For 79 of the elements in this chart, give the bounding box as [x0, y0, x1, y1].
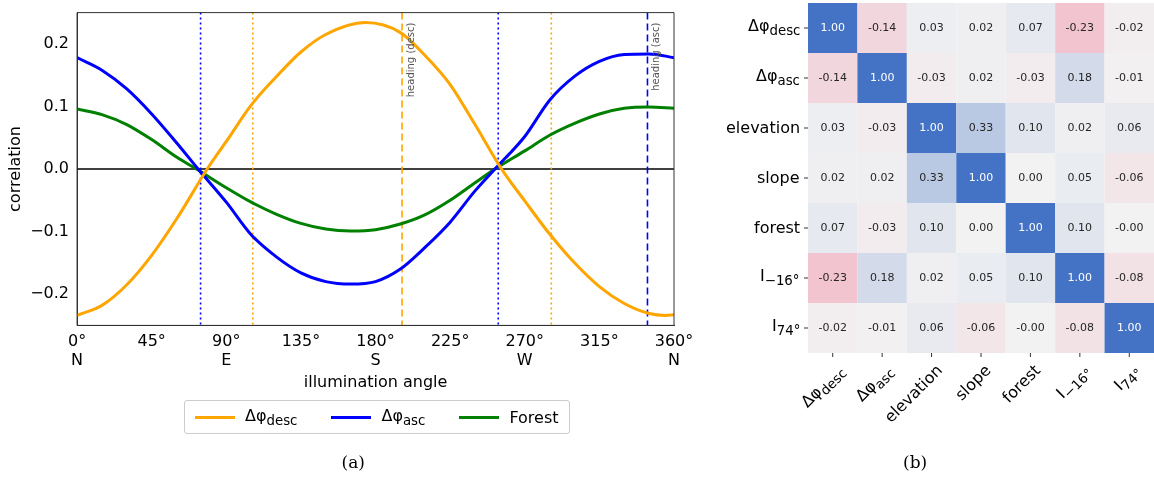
data-label: -0.23: [818, 270, 847, 284]
y-axis-title: correlation: [4, 126, 24, 212]
data-label: -0.01: [867, 320, 897, 334]
y-tick-label: Δφ$_{desc}$: [748, 16, 801, 39]
data-label: -0.03: [867, 220, 897, 234]
data-label: 0.18: [869, 270, 895, 284]
data-label: -0.03: [1016, 70, 1045, 84]
data-label: -0.00: [1115, 220, 1144, 234]
data-label: -0.23: [1065, 20, 1095, 34]
data-label: 0.06: [919, 320, 944, 334]
line-series: [77, 105, 674, 233]
x-tick-label: 180° S: [356, 331, 395, 370]
data-label: 0.00: [1018, 170, 1043, 184]
data-label: 0.02: [968, 20, 994, 34]
ref-line-label: heading (desc): [404, 22, 416, 98]
y-tick-label: forest: [754, 218, 801, 237]
data-label: 1.00: [869, 70, 895, 84]
y-tick-label: 0.2: [43, 33, 70, 53]
y-tick-label: slope: [757, 168, 800, 187]
x-tick-label: 0° N: [67, 331, 87, 370]
data-label: 1.00: [1117, 320, 1142, 334]
data-label: 0.02: [1067, 120, 1093, 134]
data-label: -0.00: [1016, 320, 1045, 334]
data-label: 0.05: [1067, 170, 1093, 184]
y-tick-label: −0.2: [30, 283, 70, 303]
x-axis-title: illumination angle: [303, 371, 448, 391]
y-tick-label: elevation: [726, 118, 801, 137]
data-label: 1.00: [1067, 270, 1093, 284]
data-label: 0.18: [1067, 70, 1093, 84]
data-label: 1.00: [1018, 220, 1043, 234]
y-tick-label: I$_{−16°}$: [760, 266, 800, 289]
data-label: 0.10: [1018, 120, 1043, 134]
data-label: 0.03: [919, 20, 944, 34]
x-tick-label: 360° N: [654, 331, 694, 370]
data-label: -0.06: [1115, 170, 1144, 184]
data-label: 0.02: [820, 170, 845, 184]
data-label: -0.02: [1115, 20, 1144, 34]
y-tick-label: −0.1: [30, 220, 70, 240]
legend-label: Δφ$_{asc}$: [381, 406, 426, 429]
text: (b): [903, 452, 928, 472]
x-tick-label: 270° W: [505, 331, 545, 370]
y-tick-label: 0.1: [43, 95, 70, 115]
data-label: -0.14: [818, 70, 847, 84]
data-label: 0.06: [1117, 120, 1142, 134]
data-label: 0.05: [968, 270, 994, 284]
text: (a): [341, 452, 365, 472]
data-label: 0.33: [919, 170, 944, 184]
data-label: -0.14: [867, 20, 897, 34]
data-label: 0.07: [1018, 20, 1043, 34]
data-label: -0.06: [966, 320, 996, 334]
data-label: 0.33: [968, 120, 994, 134]
x-tick-label: 135°: [281, 331, 321, 351]
data-label: 0.07: [820, 220, 845, 234]
y-tick-label: Δφ$_{asc}$: [756, 66, 800, 89]
data-label: 0.10: [1067, 220, 1093, 234]
data-label: 0.02: [919, 270, 944, 284]
data-label: 0.02: [968, 70, 994, 84]
data-label: 1.00: [919, 120, 944, 134]
x-tick-label: 315°: [580, 331, 619, 351]
x-tick-label: 225°: [430, 331, 470, 351]
data-label: -0.08: [1115, 270, 1144, 284]
x-tick-label: 45°: [137, 331, 166, 351]
data-label: 0.10: [919, 220, 944, 234]
data-label: 1.00: [820, 20, 845, 34]
data-label: 0.03: [820, 120, 845, 134]
data-label: 1.00: [968, 170, 994, 184]
y-tick-label: 0.0: [43, 158, 70, 178]
x-tick-label: 90° E: [212, 331, 241, 370]
data-label: -0.03: [867, 120, 897, 134]
data-label: -0.01: [1115, 70, 1144, 84]
legend-label: Δφ$_{desc}$: [245, 406, 298, 429]
data-label: -0.02: [818, 320, 847, 334]
data-label: 0.00: [968, 220, 994, 234]
legend-label: Forest: [509, 407, 559, 427]
ref-line-label: heading (asc): [650, 22, 662, 91]
data-label: -0.03: [917, 70, 946, 84]
data-label: 0.10: [1018, 270, 1043, 284]
data-label: -0.08: [1065, 320, 1095, 334]
data-label: 0.02: [869, 170, 895, 184]
